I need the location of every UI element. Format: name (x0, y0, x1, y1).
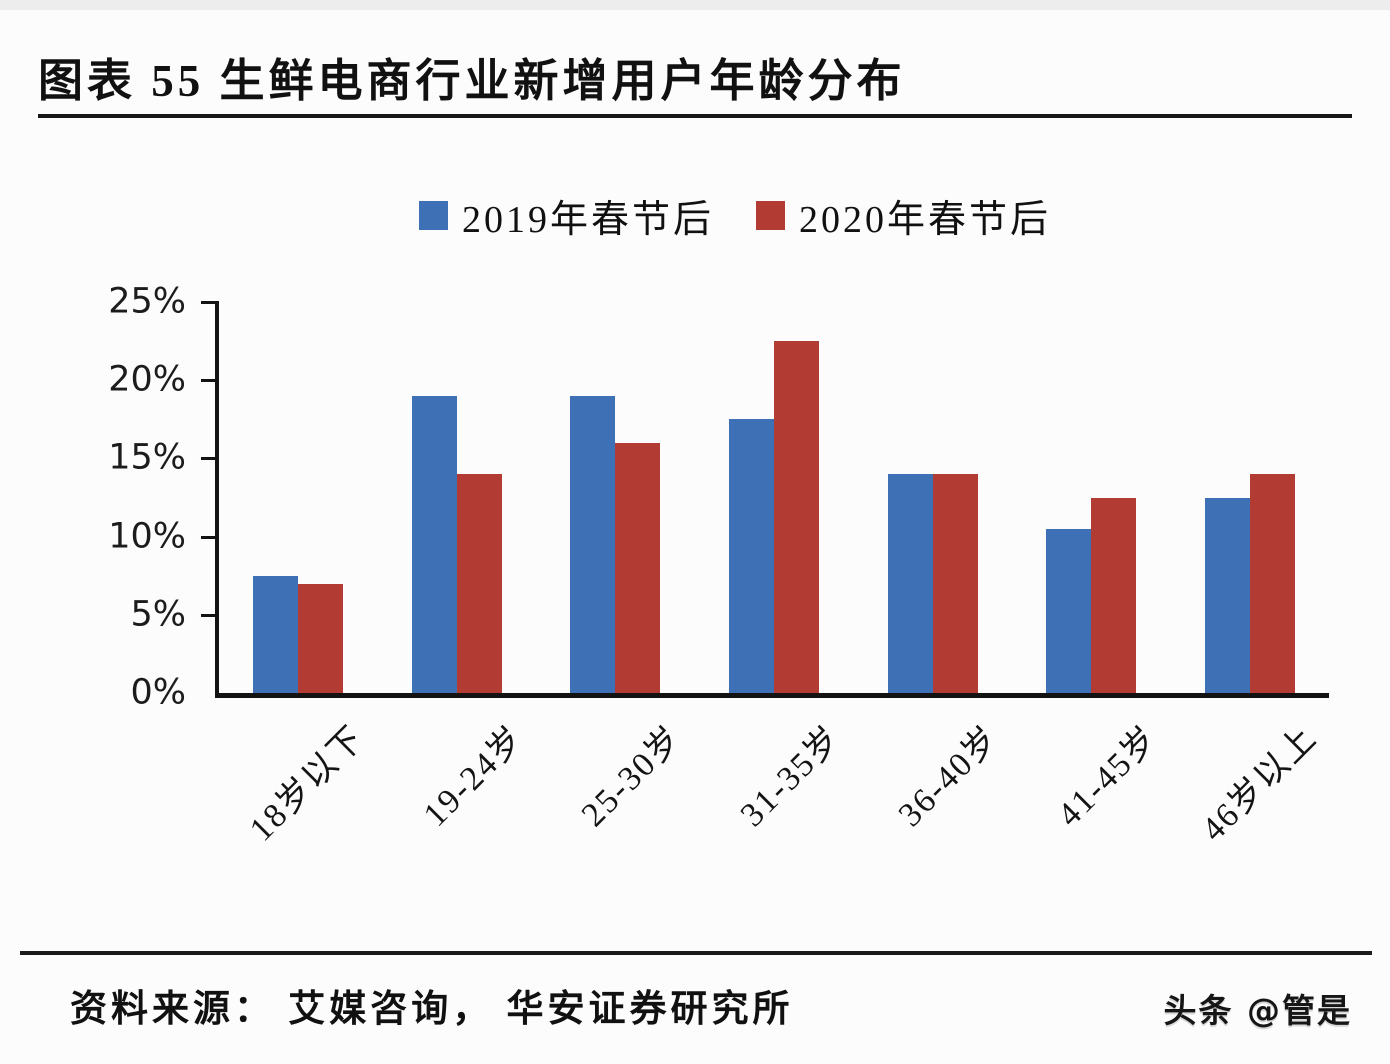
bar-group-25-30岁 (570, 395, 661, 693)
bar-group-36-40岁 (887, 474, 978, 693)
x-category-label-19-24岁: 19-24岁 (416, 719, 532, 834)
x-category-label-41-45岁: 41-45岁 (1050, 719, 1166, 834)
y-axis-tick (201, 535, 219, 539)
legend-item-2020: 2020年春节后 (756, 188, 1051, 243)
y-tick-label: 20% (108, 359, 186, 400)
bar-2020年春节后-19-24岁 (456, 474, 502, 693)
bar-2019年春节后-41-45岁 (1046, 528, 1092, 693)
x-category-label-25-30岁: 25-30岁 (574, 719, 690, 834)
bars-container (219, 302, 1329, 693)
watermark-text: 头条 @管是 (1163, 991, 1352, 1030)
legend-label-2020: 2020年春节后 (799, 199, 1052, 241)
bar-group-18岁以下 (253, 575, 344, 693)
bar-group-31-35岁 (728, 341, 819, 693)
bar-group-46岁以上 (1204, 474, 1295, 693)
chart-legend: 2019年春节后 2020年春节后 (40, 188, 1390, 243)
x-category-label-31-35岁: 31-35岁 (733, 719, 849, 834)
figure-title: 图表 55 生鲜电商行业新增用户年龄分布 (38, 56, 906, 106)
x-category-label-36-40岁: 36-40岁 (892, 719, 1007, 834)
bar-2020年春节后-18岁以下 (298, 583, 344, 693)
bar-group-19-24岁 (411, 395, 502, 693)
bar-2020年春节后-46岁以上 (1249, 474, 1295, 693)
y-axis-tick (201, 379, 219, 383)
bar-2019年春节后-31-35岁 (728, 419, 774, 693)
bar-2019年春节后-18岁以下 (253, 575, 299, 693)
bar-2019年春节后-25-30岁 (570, 395, 616, 693)
bar-2020年春节后-25-30岁 (615, 442, 661, 693)
bar-chart-plot-area (201, 301, 1329, 698)
y-tick-label: 25% (108, 281, 186, 322)
legend-swatch-2020 (756, 201, 785, 230)
y-axis-tick (201, 301, 219, 304)
bar-2020年春节后-41-45岁 (1091, 497, 1137, 693)
y-tick-label: 0% (130, 672, 186, 713)
bar-group-41-45岁 (1046, 497, 1137, 693)
x-category-label-18岁以下: 18岁以下 (243, 719, 373, 849)
y-tick-label: 10% (108, 516, 186, 557)
legend-item-2019: 2019年春节后 (418, 188, 714, 243)
bar-2020年春节后-36-40岁 (932, 474, 978, 693)
x-category-label-46岁以上: 46岁以上 (1194, 719, 1324, 849)
footer-divider-line (20, 951, 1372, 955)
source-note: 资料来源： 艾媒咨询， 华安证券研究所 (70, 989, 794, 1030)
y-tick-label: 15% (108, 437, 186, 478)
page-top-edge (0, 0, 1390, 10)
y-axis-tick (201, 457, 219, 461)
legend-swatch-2019 (418, 201, 448, 230)
bar-2019年春节后-46岁以上 (1204, 497, 1250, 693)
bar-2019年春节后-36-40岁 (887, 474, 933, 693)
legend-label-2019: 2019年春节后 (461, 199, 714, 241)
y-axis-labels: 0% 5% 10% 15% 20% 25% (0, 284, 192, 710)
y-tick-label: 5% (130, 594, 186, 635)
bar-2019年春节后-19-24岁 (411, 395, 457, 693)
y-axis-tick (201, 613, 219, 617)
title-divider-line (38, 114, 1352, 118)
bar-2020年春节后-31-35岁 (773, 341, 819, 693)
